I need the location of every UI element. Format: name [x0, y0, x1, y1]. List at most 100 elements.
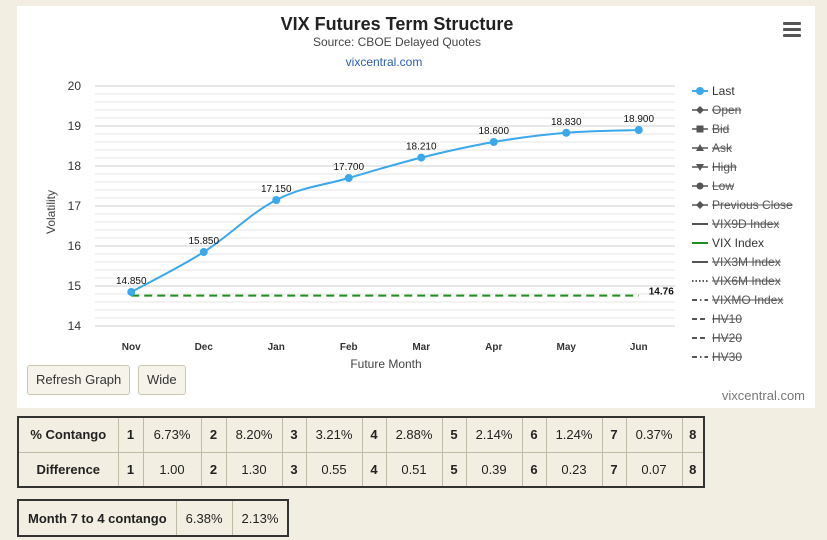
- legend-item[interactable]: Previous Close: [692, 198, 793, 212]
- legend-item[interactable]: HV30: [692, 350, 742, 364]
- x-tick-label: May: [557, 342, 577, 353]
- y-axis-ticks: 14 15 16 17 18 19 20: [68, 79, 82, 333]
- legend-marker: [696, 201, 704, 209]
- chart-panel: VIX Futures Term Structure Source: CBOE …: [17, 6, 815, 408]
- y-tick-label: 15: [68, 279, 82, 293]
- x-tick-label: Jan: [268, 342, 285, 353]
- contango-value: 3.21%: [305, 416, 363, 453]
- month-index: 4: [361, 416, 387, 453]
- legend-marker: [696, 182, 704, 190]
- month-index: 6: [521, 451, 547, 488]
- summary-row: Month 7 to 4 contango 6.38% 2.13%: [17, 499, 289, 537]
- month-index: 3: [281, 416, 307, 453]
- legend-marker: [696, 144, 704, 151]
- last-series-line: [130, 129, 639, 293]
- last-point: [344, 174, 353, 182]
- contango-value: 1.24%: [545, 416, 603, 453]
- last-point: [417, 153, 426, 162]
- summary-value-1: 6.38%: [175, 499, 233, 537]
- contango-value: 6.73%: [142, 416, 202, 453]
- month-index: 8: [681, 416, 705, 453]
- last-point: [562, 128, 571, 137]
- contango-value: 1.00: [142, 451, 202, 488]
- legend-item[interactable]: VIX3M Index: [692, 255, 781, 269]
- x-tick-label: Feb: [340, 342, 358, 353]
- legend-label: VIX Index: [712, 236, 764, 250]
- y-tick-label: 19: [68, 119, 82, 133]
- wide-button[interactable]: Wide: [138, 365, 186, 395]
- summary-label: Month 7 to 4 contango: [17, 499, 177, 537]
- month-index: 5: [441, 416, 467, 453]
- contango-value: 2.14%: [465, 416, 523, 453]
- last-series: 14.850 15.850 17.150 17.700 18.210 18.600 18.8…: [116, 114, 654, 296]
- month-index: 2: [200, 416, 227, 453]
- legend-item[interactable]: VIX9D Index: [692, 217, 780, 231]
- contango-value: 0.55: [305, 451, 363, 488]
- grid-lines: [95, 85, 675, 327]
- contango-value: 2.88%: [385, 416, 443, 453]
- legend-item[interactable]: High: [692, 160, 737, 174]
- month-index: 5: [441, 451, 467, 488]
- last-point: [272, 196, 281, 204]
- month-index: 1: [117, 416, 144, 453]
- contango-value: 0.07: [625, 451, 683, 488]
- menu-icon[interactable]: [783, 22, 801, 38]
- summary-value-2: 2.13%: [231, 499, 289, 537]
- last-data-label: 18.600: [478, 126, 509, 137]
- contango-value: 0.23: [545, 451, 603, 488]
- last-data-label: 15.850: [188, 236, 219, 247]
- legend-item[interactable]: VIX6M Index: [692, 274, 781, 288]
- legend-marker: [696, 164, 704, 171]
- last-data-label: 17.700: [333, 162, 364, 173]
- month-index: 4: [361, 451, 387, 488]
- contango-value: 8.20%: [225, 416, 283, 453]
- contango-value: 0.51: [385, 451, 443, 488]
- refresh-graph-button[interactable]: Refresh Graph: [27, 365, 131, 395]
- month-index: 8: [681, 451, 705, 488]
- row-label: Difference: [17, 451, 119, 488]
- legend-item[interactable]: Bid: [692, 122, 730, 136]
- y-tick-label: 18: [68, 159, 82, 173]
- month-index: 3: [281, 451, 307, 488]
- x-tick-label: Jun: [630, 342, 648, 353]
- legend-marker: [696, 87, 704, 95]
- contango-value: 1.30: [225, 451, 283, 488]
- legend-label: Last: [712, 84, 735, 98]
- chart-subtitle: Source: CBOE Delayed Quotes: [313, 35, 481, 49]
- last-data-label: 18.900: [623, 114, 654, 125]
- x-tick-label: Nov: [122, 342, 141, 353]
- legend-marker: [696, 106, 704, 114]
- last-data-label: 17.150: [261, 184, 292, 195]
- chart-svg: VIX Futures Term Structure Source: CBOE …: [44, 14, 805, 403]
- source-link[interactable]: vixcentral.com: [346, 55, 423, 69]
- legend-marker: [696, 125, 704, 133]
- x-tick-label: Mar: [412, 342, 430, 353]
- month-index: 7: [601, 451, 627, 488]
- month-index: 7: [601, 416, 627, 453]
- row-label: % Contango: [17, 416, 119, 453]
- legend-item[interactable]: HV20: [692, 331, 742, 345]
- summary-table: Month 7 to 4 contango 6.38% 2.13%: [17, 499, 290, 537]
- last-point: [199, 248, 208, 256]
- legend-item[interactable]: Ask: [692, 141, 733, 155]
- credit-link[interactable]: vixcentral.com: [722, 388, 805, 403]
- vix-index-series: 14.76: [131, 287, 674, 298]
- legend-item[interactable]: VIXMO Index: [692, 293, 784, 307]
- contango-value: 0.39: [465, 451, 523, 488]
- legend-item[interactable]: Open: [692, 103, 742, 117]
- contango-table: % Contango 1 6.73% 2 8.20% 3 3.21% 4 2.88% 5 2.14%…: [17, 416, 705, 488]
- last-data-label: 18.210: [406, 142, 437, 153]
- legend-item[interactable]: HV10: [692, 312, 742, 326]
- legend-item[interactable]: Low: [692, 179, 734, 193]
- y-tick-label: 14: [68, 319, 82, 333]
- x-axis-ticks: Nov Dec Jan Feb Mar Apr May Jun: [122, 342, 648, 353]
- legend-item[interactable]: Last: [692, 84, 735, 98]
- last-data-label: 18.830: [551, 117, 582, 128]
- contango-value: 0.37%: [625, 416, 683, 453]
- legend-item[interactable]: VIX Index: [692, 236, 764, 250]
- vix-index-label: 14.76: [649, 287, 674, 298]
- last-point: [127, 288, 136, 296]
- month-index: 2: [200, 451, 227, 488]
- chart-title: VIX Futures Term Structure: [281, 14, 514, 34]
- x-tick-label: Dec: [195, 342, 214, 353]
